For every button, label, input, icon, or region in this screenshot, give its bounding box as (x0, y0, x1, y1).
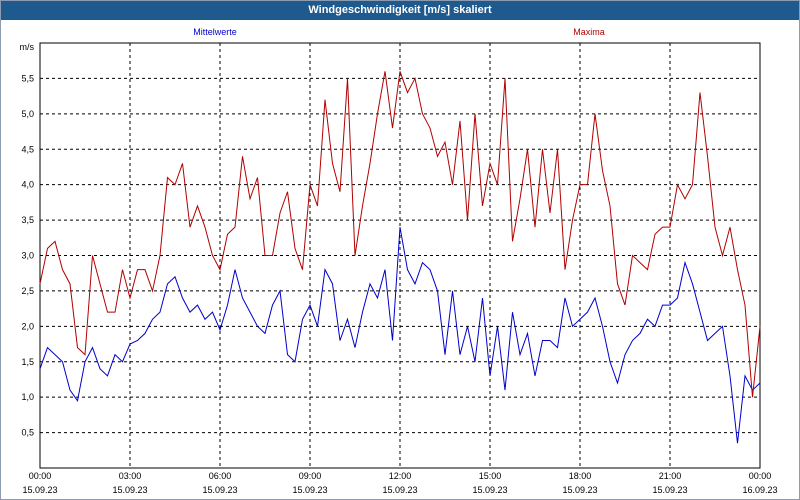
x-tick-time: 18:00 (569, 471, 592, 481)
x-tick-date: 15.09.23 (562, 485, 597, 495)
legend-entry-mittelwerte: Mittelwerte (193, 27, 237, 37)
x-tick-date: 15.09.23 (112, 485, 147, 495)
y-tick-label: 3,0 (21, 251, 34, 261)
series-line-mittelwerte (39, 227, 761, 444)
legend-entry-maxima: Maxima (573, 27, 605, 37)
x-tick-time: 21:00 (659, 471, 682, 481)
x-tick-date: 15.09.23 (292, 485, 327, 495)
x-tick-date: 15.09.23 (472, 485, 507, 495)
x-tick-date: 15.09.23 (652, 485, 687, 495)
x-tick-time: 06:00 (209, 471, 232, 481)
y-tick-label: 5,0 (21, 109, 34, 119)
x-tick-date: 15.09.23 (22, 485, 57, 495)
x-tick-time: 09:00 (299, 471, 322, 481)
y-tick-label: 2,0 (21, 321, 34, 331)
x-tick-date: 15.09.23 (202, 485, 237, 495)
legend: Mittelwerte Maxima (193, 27, 605, 37)
grid-lines (40, 43, 760, 468)
x-tick-time: 00:00 (749, 471, 772, 481)
series-line-maxima (39, 71, 761, 398)
x-tick-date: 15.09.23 (382, 485, 417, 495)
y-tick-label: 5,5 (21, 73, 34, 83)
y-tick-label: 3,5 (21, 215, 34, 225)
y-tick-label: 0,5 (21, 428, 34, 438)
window-title: Windgeschwindigkeit [m/s] skaliert (1, 1, 799, 20)
x-tick-time: 15:00 (479, 471, 502, 481)
x-tick-time: 03:00 (119, 471, 142, 481)
x-tick-time: 12:00 (389, 471, 412, 481)
y-tick-label: 2,5 (21, 286, 34, 296)
axis-labels: 0,5 1,0 1,5 2,0 2,5 3,0 3,5 4,0 4,5 5,0 5,5 m/s 00:0… (20, 42, 778, 495)
x-tick-time: 00:00 (29, 471, 52, 481)
y-axis-label: m/s (20, 42, 35, 52)
chart-area: 0,5 1,0 1,5 2,0 2,5 3,0 3,5 4,0 4,5 5,0 5,5 m/s 00:0… (20, 27, 778, 495)
y-tick-label: 1,0 (21, 392, 34, 402)
x-tick-date: 16.09.23 (742, 485, 777, 495)
y-tick-label: 1,5 (21, 357, 34, 367)
series-group (39, 71, 761, 444)
y-tick-label: 4,5 (21, 144, 34, 154)
y-tick-label: 4,0 (21, 180, 34, 190)
